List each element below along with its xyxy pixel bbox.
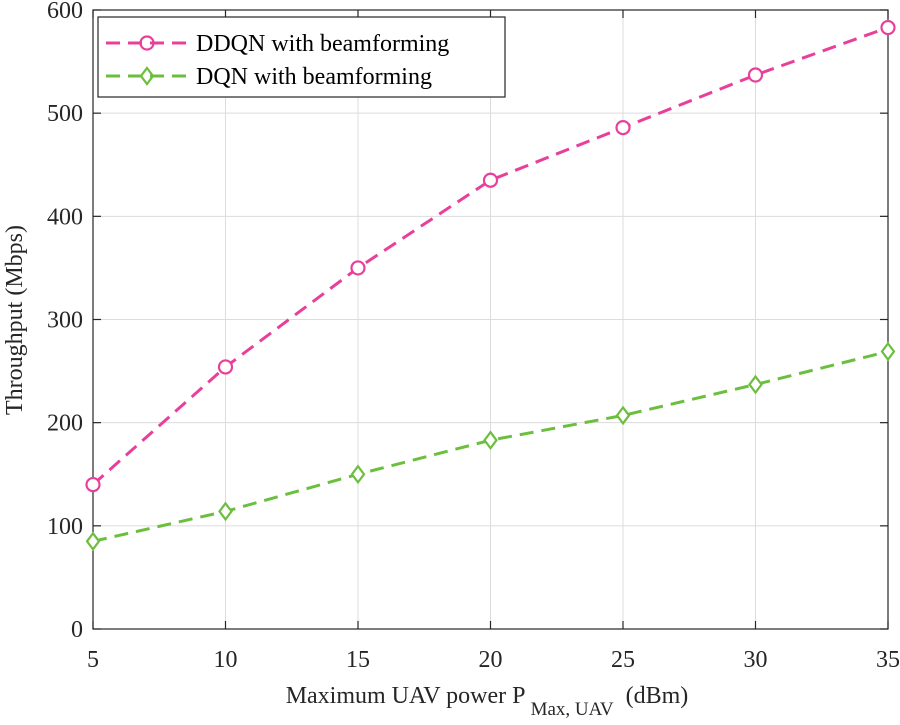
data-point-ddqn bbox=[615, 120, 631, 136]
series-group bbox=[85, 19, 896, 552]
x-tick-label: 15 bbox=[346, 647, 370, 673]
x-tick-label: 10 bbox=[214, 647, 238, 673]
x-tick-label: 35 bbox=[876, 647, 900, 673]
legend-box bbox=[97, 16, 506, 98]
data-point-dqn bbox=[85, 531, 101, 552]
y-axis-title: Throughput (Mbps) bbox=[2, 225, 28, 415]
y-tick-label: 400 bbox=[47, 204, 83, 230]
data-point-dqn bbox=[748, 374, 763, 395]
data-point-dqn bbox=[218, 501, 233, 522]
legend-label-dqn: DQN with beamforming bbox=[196, 64, 432, 90]
data-point-ddqn bbox=[217, 359, 234, 375]
data-point-dqn bbox=[615, 405, 631, 426]
data-point-ddqn bbox=[747, 67, 764, 83]
x-tick-label: 30 bbox=[744, 647, 768, 673]
data-point-ddqn bbox=[350, 260, 366, 276]
x-axis-title: Maximum UAV power P Max, UAV (dBm) bbox=[286, 683, 689, 721]
legend-marker-dqn bbox=[139, 66, 155, 86]
data-point-ddqn bbox=[880, 19, 896, 36]
x-tick-label: 5 bbox=[87, 647, 99, 673]
data-point-dqn bbox=[880, 341, 896, 362]
y-tick-label: 0 bbox=[71, 617, 83, 643]
axis-ticks: 5 10 15 20 25 30 35 0 100 200 300 400 500 600 bbox=[47, 0, 900, 673]
x-tick-label: 20 bbox=[479, 647, 503, 673]
x-axis-title-subscript: Max, UAV bbox=[531, 699, 614, 720]
data-point-dqn bbox=[350, 464, 366, 485]
legend-marker-ddqn bbox=[139, 35, 155, 51]
data-point-dqn bbox=[483, 430, 498, 451]
x-axis-title-main: Maximum UAV power P bbox=[286, 683, 525, 709]
y-tick-label: 500 bbox=[47, 101, 83, 127]
y-tick-label: 200 bbox=[47, 411, 83, 437]
y-tick-label: 600 bbox=[47, 0, 83, 24]
data-point-ddqn bbox=[482, 172, 499, 188]
data-point-ddqn bbox=[85, 476, 101, 493]
y-tick-label: 100 bbox=[47, 514, 83, 540]
legend-label-ddqn: DDQN with beamforming bbox=[196, 31, 449, 57]
x-tick-label: 25 bbox=[611, 647, 635, 673]
y-tick-label: 300 bbox=[47, 308, 83, 334]
x-axis-title-unit: (dBm) bbox=[626, 683, 689, 709]
legend: DDQN with beamforming DQN with beamformi… bbox=[97, 16, 506, 98]
